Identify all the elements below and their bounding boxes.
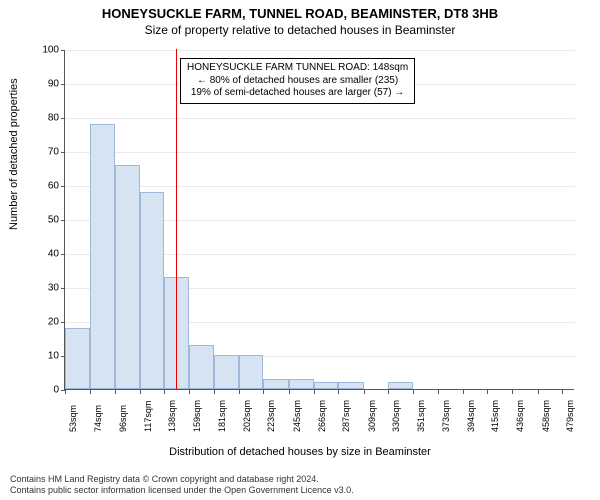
histogram-bar bbox=[314, 382, 339, 389]
xtick-label: 330sqm bbox=[391, 400, 401, 432]
xtick-label: 74sqm bbox=[93, 405, 103, 432]
gridline bbox=[65, 152, 575, 153]
ytick-mark bbox=[61, 288, 65, 289]
marker-line bbox=[176, 49, 177, 389]
annotation-line: ← 80% of detached houses are smaller (23… bbox=[187, 75, 408, 88]
xtick-mark bbox=[487, 390, 488, 394]
xtick-mark bbox=[289, 390, 290, 394]
histogram-bar bbox=[214, 355, 239, 389]
ytick-mark bbox=[61, 322, 65, 323]
histogram-bar bbox=[90, 124, 116, 389]
ytick-mark bbox=[61, 118, 65, 119]
xtick-label: 181sqm bbox=[217, 400, 227, 432]
histogram-bar bbox=[289, 379, 314, 389]
xtick-label: 266sqm bbox=[317, 400, 327, 432]
x-axis-label: Distribution of detached houses by size … bbox=[0, 446, 600, 458]
xtick-mark bbox=[562, 390, 563, 394]
xtick-label: 202sqm bbox=[242, 400, 252, 432]
xtick-label: 245sqm bbox=[292, 400, 302, 432]
ytick-label: 20 bbox=[19, 317, 59, 328]
footer-attribution: Contains HM Land Registry data © Crown c… bbox=[10, 474, 354, 496]
gridline bbox=[65, 186, 575, 187]
xtick-mark bbox=[364, 390, 365, 394]
xtick-label: 394sqm bbox=[466, 400, 476, 432]
ytick-mark bbox=[61, 220, 65, 221]
histogram-bar bbox=[115, 165, 140, 389]
histogram-bar bbox=[65, 328, 90, 389]
footer-line: Contains HM Land Registry data © Crown c… bbox=[10, 474, 354, 485]
xtick-mark bbox=[388, 390, 389, 394]
annotation-box: HONEYSUCKLE FARM TUNNEL ROAD: 148sqm← 80… bbox=[180, 58, 415, 104]
ytick-mark bbox=[61, 50, 65, 51]
page-subtitle: Size of property relative to detached ho… bbox=[0, 21, 600, 41]
ytick-label: 90 bbox=[19, 79, 59, 90]
histogram-bar bbox=[263, 379, 289, 389]
histogram-bar bbox=[239, 355, 264, 389]
xtick-label: 351sqm bbox=[416, 400, 426, 432]
xtick-mark bbox=[90, 390, 91, 394]
xtick-label: 117sqm bbox=[143, 401, 153, 432]
gridline bbox=[65, 118, 575, 119]
ytick-label: 30 bbox=[19, 283, 59, 294]
xtick-mark bbox=[65, 390, 66, 394]
ytick-label: 0 bbox=[19, 385, 59, 396]
ytick-label: 80 bbox=[19, 113, 59, 124]
xtick-mark bbox=[512, 390, 513, 394]
ytick-label: 60 bbox=[19, 181, 59, 192]
xtick-label: 415sqm bbox=[490, 400, 500, 432]
ytick-label: 10 bbox=[19, 351, 59, 362]
ytick-label: 70 bbox=[19, 147, 59, 158]
xtick-mark bbox=[239, 390, 240, 394]
xtick-mark bbox=[115, 390, 116, 394]
ytick-mark bbox=[61, 152, 65, 153]
gridline bbox=[65, 50, 575, 51]
xtick-mark bbox=[214, 390, 215, 394]
ytick-mark bbox=[61, 254, 65, 255]
xtick-label: 309sqm bbox=[367, 400, 377, 432]
histogram-chart: 010203040506070809010053sqm74sqm96sqm117… bbox=[64, 50, 574, 410]
plot-area: 010203040506070809010053sqm74sqm96sqm117… bbox=[64, 50, 574, 390]
xtick-mark bbox=[140, 390, 141, 394]
xtick-label: 138sqm bbox=[167, 400, 177, 432]
ytick-mark bbox=[61, 186, 65, 187]
xtick-mark bbox=[314, 390, 315, 394]
ytick-label: 40 bbox=[19, 249, 59, 260]
annotation-line: HONEYSUCKLE FARM TUNNEL ROAD: 148sqm bbox=[187, 62, 408, 75]
xtick-mark bbox=[189, 390, 190, 394]
xtick-mark bbox=[438, 390, 439, 394]
xtick-mark bbox=[164, 390, 165, 394]
xtick-mark bbox=[338, 390, 339, 394]
xtick-label: 458sqm bbox=[541, 400, 551, 432]
ytick-label: 100 bbox=[19, 45, 59, 56]
xtick-label: 96sqm bbox=[118, 405, 128, 432]
xtick-label: 479sqm bbox=[565, 400, 575, 432]
xtick-label: 223sqm bbox=[266, 400, 276, 432]
xtick-label: 159sqm bbox=[192, 400, 202, 432]
histogram-bar bbox=[388, 382, 413, 389]
page-title: HONEYSUCKLE FARM, TUNNEL ROAD, BEAMINSTE… bbox=[0, 0, 600, 21]
xtick-label: 373sqm bbox=[441, 400, 451, 432]
annotation-line: 19% of semi-detached houses are larger (… bbox=[187, 87, 408, 100]
ytick-mark bbox=[61, 84, 65, 85]
xtick-mark bbox=[263, 390, 264, 394]
xtick-mark bbox=[413, 390, 414, 394]
xtick-mark bbox=[538, 390, 539, 394]
footer-line: Contains public sector information licen… bbox=[10, 485, 354, 496]
xtick-label: 287sqm bbox=[341, 400, 351, 432]
xtick-label: 53sqm bbox=[68, 405, 78, 432]
xtick-mark bbox=[463, 390, 464, 394]
histogram-bar bbox=[338, 382, 364, 389]
histogram-bar bbox=[140, 192, 165, 389]
xtick-label: 436sqm bbox=[515, 400, 525, 432]
histogram-bar bbox=[189, 345, 215, 389]
ytick-label: 50 bbox=[19, 215, 59, 226]
